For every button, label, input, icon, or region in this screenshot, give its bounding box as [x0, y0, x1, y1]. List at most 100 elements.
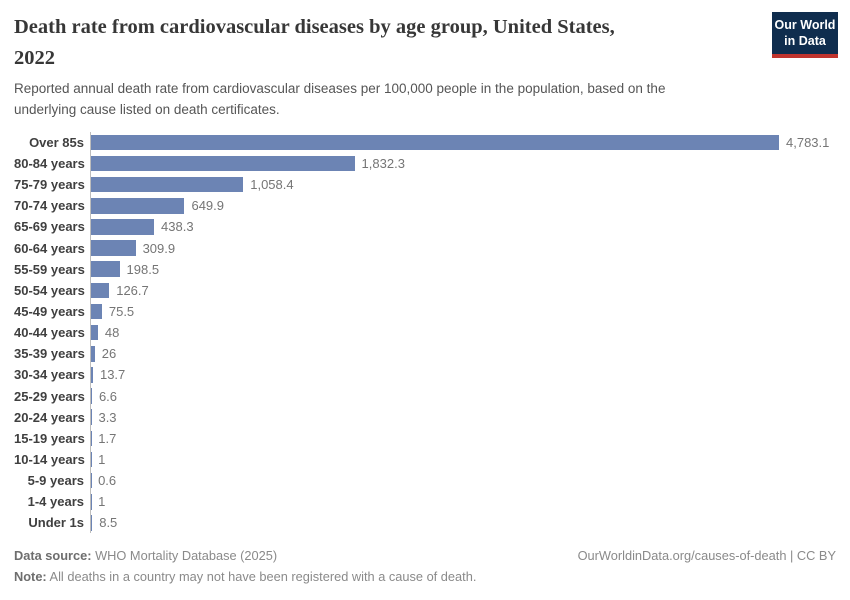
chart-header: Death rate from cardiovascular diseases … — [0, 0, 850, 120]
category-label: 50-54 years — [14, 282, 85, 298]
bar[interactable] — [91, 367, 93, 383]
chart-footer: Data source: WHO Mortality Database (202… — [14, 545, 836, 589]
bar-area: 438.3 — [90, 216, 850, 238]
chart-row: 50-54 years 126.7 — [14, 279, 850, 301]
chart-row: 70-74 years 649.9 — [14, 195, 850, 217]
category-label: 35-39 years — [14, 346, 85, 362]
value-label: 1.7 — [98, 430, 117, 446]
category-label: 80-84 years — [14, 156, 85, 172]
page-title-line1: Death rate from cardiovascular diseases … — [14, 16, 615, 38]
bar-area: 1,832.3 — [90, 152, 850, 175]
category-label: 75-79 years — [14, 177, 85, 193]
value-label: 75.5 — [108, 304, 135, 319]
chart-row: 20-24 years 3.3 — [14, 406, 850, 428]
bar[interactable] — [91, 515, 93, 531]
bar[interactable] — [91, 155, 355, 172]
page-title: Death rate from cardiovascular diseases … — [14, 12, 750, 74]
bar-area: 4,783.1 — [90, 131, 850, 153]
chart-row: 1-4 years 1 — [14, 491, 850, 513]
bar-chart: Over 85s 4,783.1 80-84 years 1,832.3 75-79 y… — [14, 131, 850, 534]
category-label: 10-14 years — [14, 451, 85, 467]
bar[interactable] — [91, 388, 92, 404]
chart-row: 80-84 years 1,832.3 — [14, 152, 850, 175]
bar[interactable] — [91, 324, 98, 341]
bar-area: 8.5 — [90, 512, 850, 534]
chart-row: 5-9 years 0.6 — [14, 470, 850, 492]
bar-area: 6.6 — [90, 385, 850, 407]
bar[interactable] — [91, 240, 136, 256]
category-label: 5-9 years — [27, 473, 84, 489]
owid-attribution-link[interactable]: OurWorldinData.org/causes-of-death | CC … — [577, 547, 836, 563]
chart-row: 10-14 years 1 — [14, 448, 850, 471]
bar-area: 1 — [90, 448, 850, 471]
bar-area: 198.5 — [90, 258, 850, 280]
value-label: 26 — [101, 346, 117, 362]
value-label: 13.7 — [99, 367, 126, 383]
bar-area: 649.9 — [90, 195, 850, 217]
value-label: 6.6 — [98, 388, 118, 404]
owid-logo-line2: in Data — [784, 33, 826, 48]
page-title-line2: 2022 — [14, 47, 55, 70]
category-label: Under 1s — [28, 515, 84, 531]
category-label: 1-4 years — [27, 494, 84, 510]
bar[interactable] — [91, 198, 185, 214]
bar[interactable] — [91, 303, 102, 320]
note-text: All deaths in a country may not have bee… — [46, 569, 477, 585]
bar-area: 1 — [90, 491, 850, 513]
chart-row: 25-29 years 6.6 — [14, 385, 850, 407]
chart-row: Over 85s 4,783.1 — [14, 131, 850, 153]
chart-row: 15-19 years 1.7 — [14, 427, 850, 449]
bar[interactable] — [91, 261, 120, 277]
bar-area: 48 — [90, 322, 850, 344]
bar-area: 75.5 — [90, 300, 850, 323]
chart-subtitle: Reported annual death rate from cardiova… — [14, 81, 666, 117]
chart-row: Under 1s 8.5 — [14, 512, 850, 534]
note-line: Note: All deaths in a country may not ha… — [14, 566, 476, 588]
bar-area: 1,058.4 — [90, 174, 850, 196]
owid-logo[interactable]: Our World in Data — [772, 12, 838, 59]
value-label: 309.9 — [142, 240, 176, 256]
bar-area: 126.7 — [90, 279, 850, 301]
value-label: 1,058.4 — [250, 177, 294, 193]
chart-row: 55-59 years 198.5 — [14, 258, 850, 280]
category-label: 25-29 years — [14, 388, 85, 404]
bar[interactable] — [91, 134, 779, 151]
bar-area: 26 — [90, 343, 850, 365]
data-source-label: Data source: — [14, 547, 92, 563]
bar[interactable] — [91, 346, 95, 362]
value-label: 1 — [98, 494, 106, 510]
value-label: 0.6 — [98, 473, 117, 489]
category-label: 60-64 years — [14, 240, 85, 256]
value-label: 649.9 — [191, 198, 225, 214]
bar[interactable] — [91, 282, 110, 299]
bar[interactable] — [91, 219, 155, 235]
value-label: 198.5 — [126, 261, 160, 277]
value-label: 8.5 — [99, 515, 118, 531]
bar-area: 3.3 — [90, 406, 850, 428]
chart-row: 75-79 years 1,058.4 — [14, 174, 850, 196]
chart-row: 45-49 years 75.5 — [14, 300, 850, 323]
bar-area: 309.9 — [90, 237, 850, 259]
category-label: 15-19 years — [14, 430, 85, 446]
chart-row: 65-69 years 438.3 — [14, 216, 850, 238]
category-label: 55-59 years — [14, 261, 85, 277]
category-label: 20-24 years — [14, 409, 85, 425]
bar[interactable] — [91, 176, 244, 193]
category-label: 40-44 years — [14, 325, 85, 341]
category-label: Over 85s — [29, 134, 84, 150]
bar-area: 0.6 — [90, 470, 850, 492]
chart-row: 40-44 years 48 — [14, 322, 850, 344]
footer-left: Data source: WHO Mortality Database (202… — [14, 545, 476, 589]
value-label: 438.3 — [161, 219, 194, 235]
data-source-line: Data source: WHO Mortality Database (202… — [14, 545, 476, 567]
value-label: 48 — [104, 325, 120, 341]
value-label: 3.3 — [98, 409, 117, 425]
chart-row: 60-64 years 309.9 — [14, 237, 850, 259]
category-label: 30-34 years — [14, 367, 85, 383]
note-label: Note: — [14, 569, 47, 585]
value-label: 4,783.1 — [786, 134, 830, 150]
value-label: 1 — [98, 451, 106, 467]
value-label: 1,832.3 — [361, 156, 405, 172]
bar-area: 13.7 — [90, 364, 850, 386]
value-label: 126.7 — [116, 282, 149, 298]
